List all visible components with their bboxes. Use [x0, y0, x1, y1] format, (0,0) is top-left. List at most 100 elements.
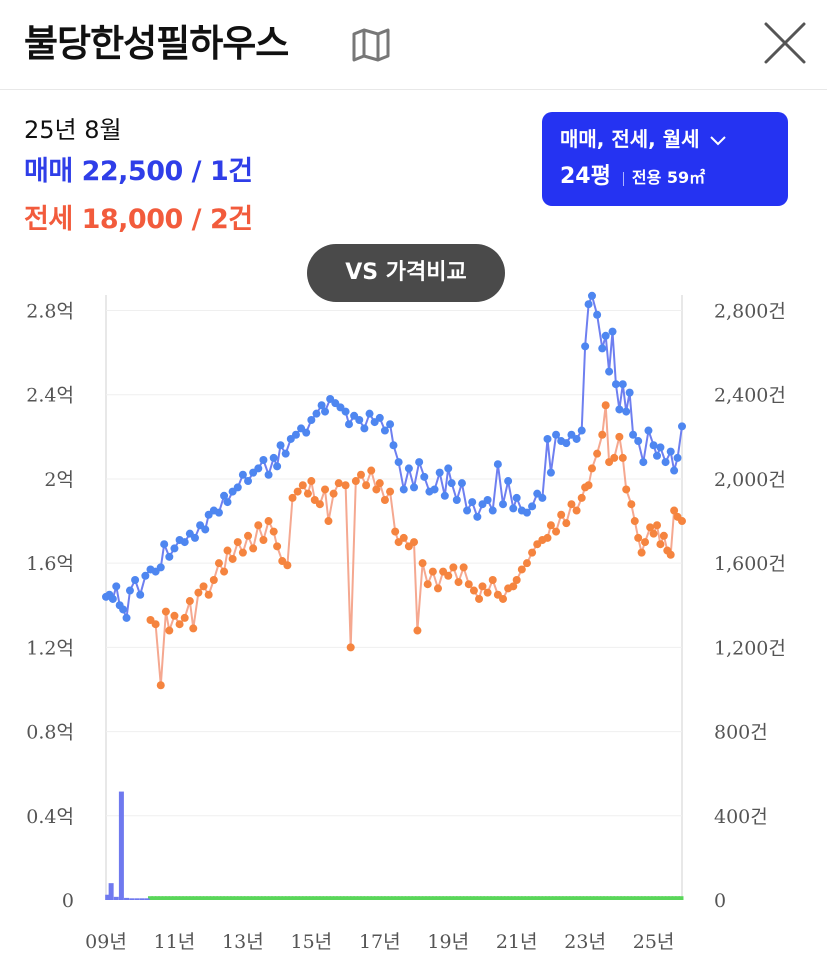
jeonse-point	[653, 521, 662, 530]
rent-volume-bar	[490, 896, 496, 900]
jeonse-point	[273, 542, 282, 551]
jeonse-point	[622, 485, 631, 494]
sale-label: 매매	[24, 156, 73, 187]
sale-point	[254, 464, 263, 473]
y-axis-left: 0 0.4억 0.8억 1.2억 1.6억 2억 2.4억 2.8억	[26, 301, 74, 912]
sale-volume-bar	[118, 791, 124, 900]
sale-point	[644, 426, 653, 435]
jeonse-point	[418, 559, 427, 568]
sale-point	[639, 458, 648, 467]
jeonse-point	[254, 521, 263, 530]
sale-point	[483, 496, 492, 504]
jeonse-point	[656, 540, 665, 549]
y-left-tick-label: 0	[62, 890, 74, 912]
rent-volume-bar	[394, 896, 400, 900]
jeonse-point	[670, 506, 679, 515]
sale-point	[488, 506, 497, 515]
jeonse-point	[610, 453, 619, 462]
summary-date: 25년 8월	[24, 116, 122, 144]
rent-volume-bar	[657, 896, 663, 900]
sale-point	[653, 451, 662, 460]
rent-volume-bar	[240, 896, 246, 900]
rent-volume-bar	[158, 896, 164, 900]
close-icon[interactable]	[762, 20, 808, 70]
rent-volume-bar	[562, 896, 568, 900]
sale-volume-bar	[139, 898, 145, 900]
rent-volume-bar	[343, 896, 349, 900]
rent-volume-bar	[360, 896, 366, 900]
jeonse-point	[367, 466, 376, 475]
jeonse-point	[228, 554, 237, 563]
rent-volume-bar	[390, 896, 396, 900]
map-icon[interactable]	[352, 28, 390, 66]
jeonse-point	[156, 681, 165, 690]
sale-point	[276, 441, 285, 450]
trade-type-filter-button[interactable]: 매매, 전세, 월세 24평 전용 59㎡	[542, 112, 788, 206]
rent-volume-bar	[466, 896, 472, 900]
jeonse-point	[307, 477, 316, 486]
jeonse-point	[587, 464, 596, 473]
rent-volume-bar	[243, 896, 249, 900]
sale-point	[307, 416, 316, 424]
rent-volume-bar	[216, 896, 222, 900]
sale-point	[160, 540, 169, 549]
rent-volume-bar	[154, 896, 160, 900]
sale-volume-bar	[134, 898, 140, 900]
rent-volume-bar	[329, 896, 335, 900]
rent-volume-bar	[469, 896, 475, 900]
sale-point	[468, 498, 477, 507]
sale-point	[601, 331, 610, 340]
sale-volume-bar	[105, 894, 111, 900]
sale-point	[404, 464, 413, 473]
sale-point	[170, 544, 179, 553]
rent-volume-bar	[575, 896, 581, 900]
jeonse-point	[475, 594, 484, 603]
jeonse-point	[598, 430, 607, 439]
sale-point	[435, 468, 444, 477]
sale-point	[447, 479, 456, 488]
jeonse-point	[329, 489, 338, 498]
rent-volume-bar	[291, 896, 297, 900]
price-summary: 25년 8월 매매 22,500 / 1건 전세 18,000 / 2건	[24, 112, 253, 244]
sale-point	[269, 453, 278, 462]
x-tick-label: 19년	[427, 931, 469, 953]
jeonse-point	[244, 531, 253, 540]
rent-volume-bar	[572, 896, 578, 900]
sale-point	[420, 472, 429, 481]
jeonse-point	[637, 548, 646, 557]
rent-volume-bar	[404, 896, 410, 900]
jeonse-point	[449, 563, 458, 572]
jeonse-point	[413, 626, 422, 635]
jeonse-point	[630, 517, 639, 526]
rent-volume-bar	[647, 896, 653, 900]
sale-point	[223, 498, 232, 507]
rent-volume-bar	[339, 896, 345, 900]
rent-volume-bar	[168, 896, 174, 900]
sale-point	[386, 420, 395, 429]
y-left-tick-label: 1.6억	[26, 553, 74, 575]
sale-point	[457, 479, 466, 488]
rent-volume-bar	[459, 896, 465, 900]
sale-point	[546, 468, 555, 477]
jeonse-point	[646, 523, 655, 532]
jeonse-point	[391, 527, 400, 536]
pyeong-label: 24평	[560, 164, 611, 189]
jeonse-point	[678, 517, 686, 526]
sale-point	[122, 613, 131, 622]
jeonse-point	[238, 548, 247, 557]
rent-volume-bar	[452, 896, 458, 900]
sale-point	[321, 407, 330, 416]
rent-volume-bar	[541, 896, 547, 900]
rent-volume-bar	[654, 896, 660, 900]
sale-point	[415, 458, 424, 467]
sale-point	[605, 367, 614, 376]
sale-summary: 매매 22,500 / 1건	[24, 148, 253, 196]
rent-volume-bar	[568, 896, 574, 900]
rent-volume-bar	[637, 896, 643, 900]
vs-compare-button[interactable]: VS 가격비교	[307, 244, 505, 302]
rent-volume-bar	[182, 896, 188, 900]
sale-point	[678, 422, 686, 431]
sale-point	[355, 416, 364, 424]
y-left-tick-label: 2.8억	[26, 301, 74, 323]
rent-volume-bar	[236, 896, 242, 900]
